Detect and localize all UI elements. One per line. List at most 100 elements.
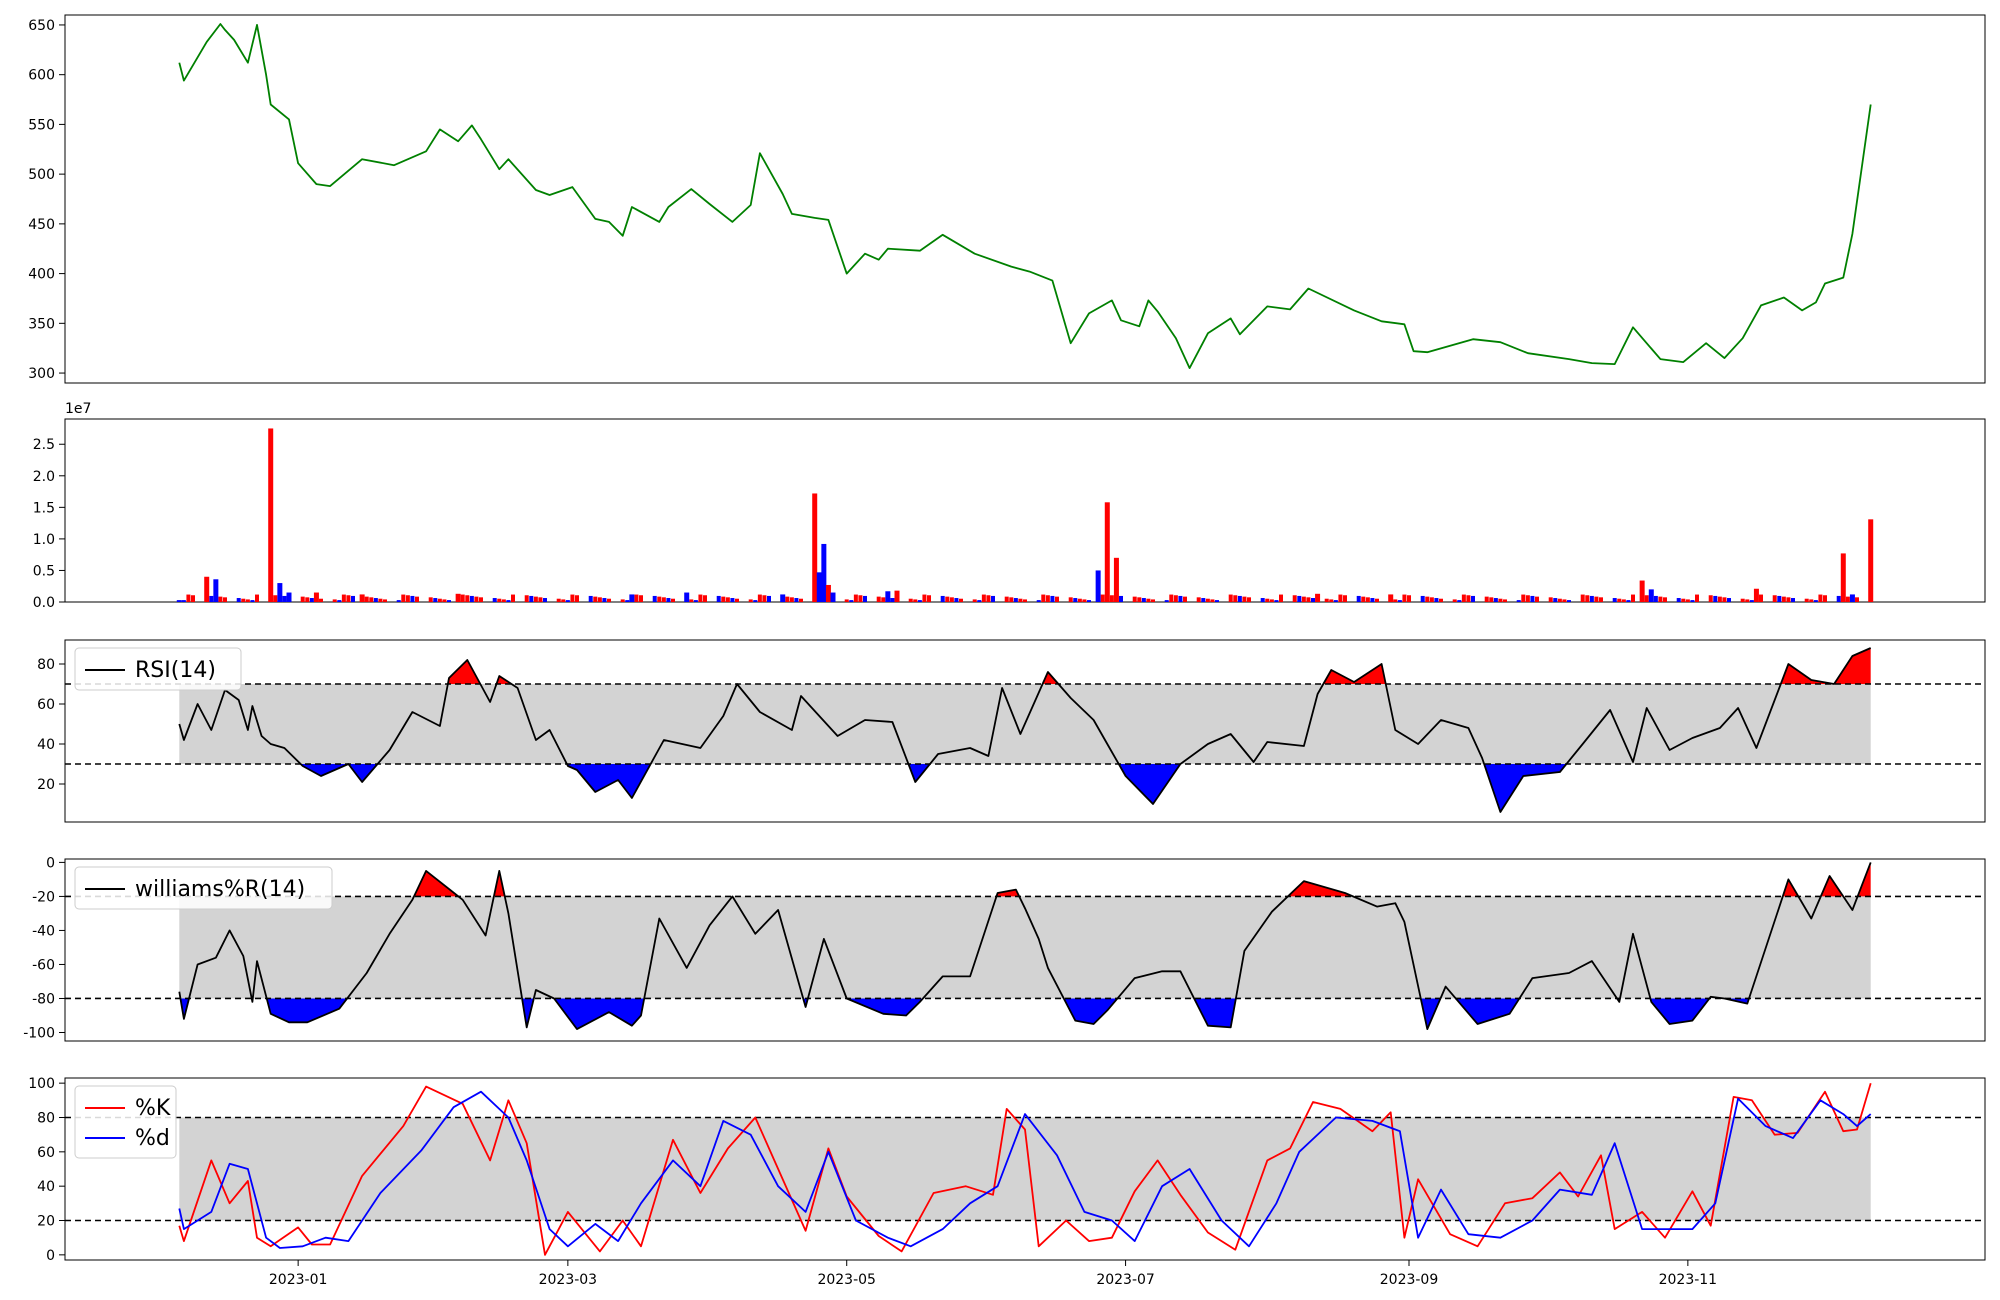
volume-bar <box>501 599 506 602</box>
y-tick-label: 40 <box>37 737 55 753</box>
rsi-line <box>178 647 1872 813</box>
volume-bar <box>405 595 410 602</box>
volume-bar <box>313 592 319 602</box>
volume-bar <box>1777 595 1782 602</box>
volume-bar <box>1836 595 1841 602</box>
oversold-fill <box>300 764 349 776</box>
volume-bar <box>437 598 442 602</box>
volume-bar <box>511 594 515 602</box>
volume-bar <box>940 595 945 602</box>
volume-bar <box>693 600 698 602</box>
volume-bar <box>1658 596 1663 602</box>
volume-bar <box>1681 598 1686 602</box>
volume-bar <box>277 583 283 602</box>
volume-bar <box>1388 594 1394 602</box>
volume-bar <box>1402 594 1407 602</box>
volume-bar <box>383 599 387 602</box>
y-tick-label: 600 <box>28 68 55 84</box>
volume-bar <box>268 428 274 602</box>
y-tick-label: 0.5 <box>33 563 55 579</box>
volume-bar <box>213 579 219 602</box>
volume-bar <box>780 594 786 602</box>
volume-bar <box>602 598 607 602</box>
volume-bar <box>671 598 675 602</box>
volume-bar <box>255 594 259 602</box>
oversold-fill <box>1118 764 1181 804</box>
williams-line <box>178 862 1872 1030</box>
volume-bar <box>1840 553 1846 602</box>
volume-bar <box>1183 596 1187 602</box>
plot-frame <box>64 639 1986 823</box>
volume-bar <box>410 595 415 602</box>
volume-bar <box>730 598 735 602</box>
y-tick-label: -20 <box>32 889 55 905</box>
volume-bar <box>1580 594 1585 602</box>
volume-bar <box>1095 570 1101 602</box>
volume-bar <box>1329 599 1334 602</box>
volume-bar <box>785 596 790 602</box>
volume-bar <box>1023 599 1027 602</box>
volume-bar <box>191 595 195 602</box>
volume-bar <box>1068 597 1073 602</box>
volume-bar <box>885 591 891 602</box>
volume-bar <box>789 597 794 602</box>
volume-bar <box>794 598 799 602</box>
overbought-fill <box>1782 879 1799 897</box>
volume-bar <box>721 596 726 602</box>
volume-bar <box>1727 598 1731 602</box>
y-tick-label: 500 <box>28 167 55 183</box>
volume-bar <box>1639 580 1645 602</box>
volume-bar <box>1210 599 1215 602</box>
volume-bar <box>1594 596 1599 602</box>
volume-bar <box>716 595 721 602</box>
volume-bar <box>1676 598 1681 602</box>
volume-bar <box>812 493 818 602</box>
volume-bar <box>748 599 753 602</box>
volume-bar <box>1457 600 1462 602</box>
volume-bar <box>1617 598 1622 602</box>
volume-bar <box>588 595 593 602</box>
volume-bar <box>1036 600 1041 602</box>
volume-bar <box>1247 597 1251 602</box>
volume-bar <box>1855 597 1859 602</box>
volume-bar <box>972 599 977 602</box>
y-tick-label: 1.5 <box>33 500 55 516</box>
volume-bar <box>1407 595 1411 602</box>
volume-bar <box>460 594 465 602</box>
volume-bar <box>209 595 214 602</box>
y-tick-label: 650 <box>28 18 55 34</box>
volume-bar <box>309 598 314 602</box>
volume-bar <box>465 595 470 602</box>
legend-box <box>74 866 333 910</box>
volume-bar <box>816 572 822 602</box>
volume-bar <box>1708 595 1713 602</box>
volume-bar <box>1521 594 1526 602</box>
volume-bar <box>369 597 374 602</box>
volume-bar <box>1228 594 1233 602</box>
volume-bar <box>1493 598 1498 602</box>
volume-bar <box>1201 598 1206 602</box>
stochastic-line-d <box>178 1090 1872 1249</box>
volume-bar <box>1690 600 1695 602</box>
volume-bar <box>1338 594 1343 602</box>
volume-bar <box>1749 600 1754 602</box>
volume-bar <box>1567 600 1571 602</box>
volume-bar <box>849 600 854 602</box>
volume-bar <box>1498 598 1503 602</box>
volume-bar <box>1781 596 1786 602</box>
volume-bar <box>1151 599 1155 602</box>
volume-bar <box>1548 597 1553 602</box>
y-tick-label: 40 <box>37 1179 55 1195</box>
volume-bar <box>401 594 406 602</box>
overbought-fill <box>1820 876 1844 897</box>
overbought-fill <box>1287 881 1353 897</box>
volume-bar <box>1269 599 1274 602</box>
volume-bar <box>767 595 771 602</box>
volume-bar <box>858 595 863 602</box>
overbought-fill <box>493 870 505 897</box>
volume-bar <box>479 597 483 602</box>
volume-bar <box>1292 595 1297 602</box>
volume-bar <box>991 595 995 602</box>
volume-bar <box>1333 600 1338 602</box>
y-tick-label: 450 <box>28 217 55 233</box>
